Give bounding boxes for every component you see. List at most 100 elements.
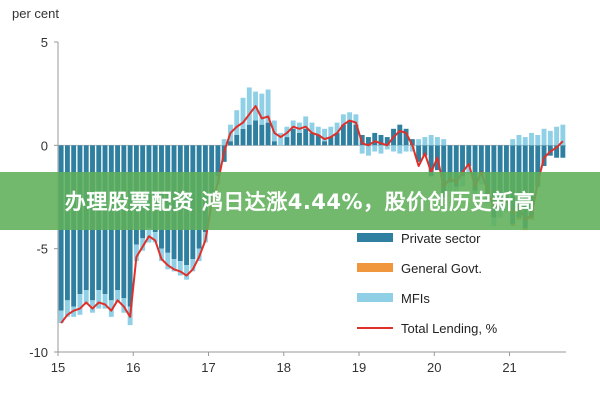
bar-mfis-2015-01 [58,310,64,324]
bar-mfis-2019-02 [366,145,371,156]
bar-mfis-2021-07 [547,130,553,146]
bar-private-sector-2018-12 [353,124,359,146]
bar-mfis-2016-04 [152,232,158,243]
bar-private-sector-2020-03 [447,145,453,183]
bar-private-sector-2021-05 [535,145,541,187]
bar-private-sector-2018-03 [297,132,302,146]
bar-mfis-2015-02 [64,300,70,317]
bar-mfis-2019-01 [359,145,365,154]
bar-mfis-2016-03 [146,228,152,243]
bar-private-sector-2019-11 [422,145,428,156]
bar-private-sector-2018-09 [334,132,340,146]
bar-mfis-2017-05 [234,110,240,135]
bar-mfis-2017-07 [246,87,252,125]
x-tick-label-18: 18 [277,360,291,375]
bar-private-sector-2018-11 [347,120,353,146]
bar-mfis-2020-01 [434,137,440,146]
bar-mfis-2016-10 [190,259,196,272]
bar-mfis-2021-08 [554,126,560,146]
headline-banner: 办理股票配资 鸿日达涨4.44%，股价创历史新高 [0,172,600,230]
bar-private-sector-2017-01 [209,145,215,197]
bar-private-sector-2020-07 [472,145,478,191]
legend-swatch-2 [357,293,393,302]
bar-mfis-2019-07 [397,145,403,154]
bar-private-sector-2017-05 [234,135,240,146]
bar-mfis-2015-05 [83,290,89,305]
legend-swatch-1 [357,263,393,272]
x-tick-label-17: 17 [201,360,215,375]
bar-private-sector-2020-06 [466,145,472,166]
bar-mfis-2018-12 [353,114,359,125]
bar-mfis-2016-06 [165,252,171,270]
bar-mfis-2018-08 [328,126,334,138]
bar-mfis-2016-07 [171,259,177,272]
bar-private-sector-2019-05 [384,137,390,146]
bar-mfis-2016-09 [184,265,190,280]
x-tick-label-15: 15 [51,360,65,375]
bar-private-sector-2019-12 [428,145,434,177]
bar-mfis-2015-04 [77,294,83,315]
bar-mfis-2017-09 [259,93,265,125]
bar-mfis-2020-06 [466,166,472,175]
bar-private-sector-2020-05 [460,145,465,177]
bar-mfis-2015-10 [115,290,121,303]
bar-private-sector-2020-02 [441,145,447,197]
bar-mfis-2017-10 [265,89,271,123]
legend-label-0: Private sector [401,231,481,246]
bar-private-sector-2018-05 [309,132,315,146]
bar-mfis-2017-06 [240,97,246,129]
bar-mfis-2019-03 [372,145,378,152]
bar-private-sector-2018-01 [284,137,290,146]
bar-private-sector-2017-09 [259,124,265,146]
y-tick-label-5: 5 [41,35,48,50]
bar-mfis-2018-06 [315,126,321,135]
bar-private-sector-2021-06 [541,145,547,166]
bar-private-sector-2021-08 [554,145,560,158]
x-tick-label-19: 19 [352,360,366,375]
bar-mfis-2018-10 [340,114,346,125]
bar-private-sector-2018-04 [303,128,309,146]
bar-private-sector-2018-08 [328,137,334,146]
bar-mfis-2019-11 [422,137,428,146]
bar-mfis-2018-05 [309,122,315,133]
bar-private-sector-2018-07 [322,141,327,146]
bar-private-sector-2019-08 [403,128,409,146]
legend-label-1: General Govt. [401,261,482,276]
bar-mfis-2021-05 [535,135,541,146]
bar-mfis-2021-04 [529,132,534,146]
bar-mfis-2016-02 [140,238,146,251]
bar-private-sector-2021-09 [560,145,566,158]
bar-mfis-2018-11 [347,112,353,121]
bar-private-sector-2018-02 [290,128,296,146]
bar-private-sector-2019-07 [397,124,403,146]
bar-private-sector-2020-09 [485,145,491,197]
bar-private-sector-2017-04 [228,141,233,146]
bar-private-sector-2017-08 [253,120,258,146]
bar-private-sector-2019-10 [416,145,422,162]
bar-mfis-2019-05 [384,145,390,150]
bar-mfis-2015-06 [90,300,95,313]
bar-mfis-2018-07 [322,128,327,142]
bar-private-sector-2019-03 [372,132,378,146]
bar-mfis-2018-04 [303,116,309,129]
bar-private-sector-2017-07 [246,124,252,146]
bar-mfis-2019-12 [428,135,434,146]
bar-mfis-2019-04 [378,145,384,154]
bar-private-sector-2017-11 [271,141,277,146]
bar-mfis-2018-09 [334,122,340,133]
bar-private-sector-2019-09 [409,139,415,146]
bar-private-sector-2018-06 [315,135,321,146]
y-tick-label-0: 0 [41,138,48,153]
bar-private-sector-2020-08 [478,145,484,177]
bar-mfis-2016-01 [133,244,139,262]
y-tick-label--5: -5 [36,242,48,257]
y-axis-label: per cent [12,6,59,21]
bar-mfis-2020-02 [441,139,447,146]
bar-mfis-2021-01 [510,139,516,146]
bar-mfis-2018-02 [290,120,296,129]
bar-mfis-2021-09 [560,124,566,146]
legend-label-2: MFIs [401,291,430,306]
bar-mfis-2016-08 [177,261,183,276]
bar-mfis-2021-02 [516,135,522,146]
bar-mfis-2015-09 [108,300,114,317]
